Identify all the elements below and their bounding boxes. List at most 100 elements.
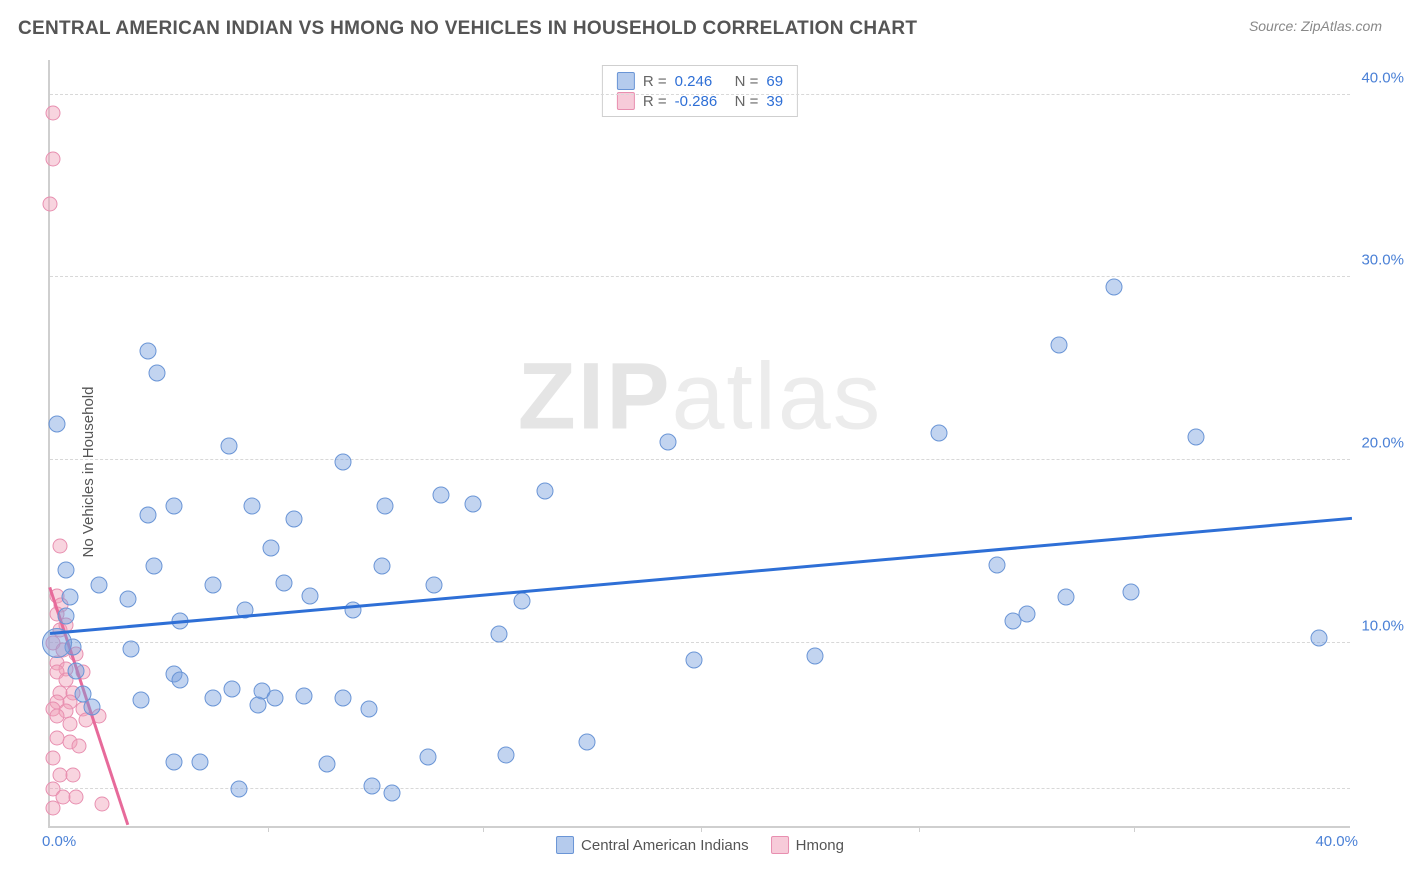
data-point [432,487,449,504]
chart-header: CENTRAL AMERICAN INDIAN VS HMONG NO VEHI… [0,0,1406,50]
data-point [165,754,182,771]
data-point [90,576,107,593]
data-point [989,556,1006,573]
source-attribution: Source: ZipAtlas.com [1249,18,1382,34]
plot-region: ZIPatlas R = 0.246 N = 69 R = -0.286 N =… [48,60,1350,828]
data-point [191,754,208,771]
data-point [46,105,61,120]
data-point [806,647,823,664]
legend-stat-row: R = -0.286 N = 39 [617,92,783,110]
grid-line [50,276,1350,277]
data-point [52,539,67,554]
data-point [230,781,247,798]
data-point [65,767,80,782]
legend-stats-box: R = 0.246 N = 69 R = -0.286 N = 39 [602,65,798,117]
data-point [1187,428,1204,445]
legend-label: Central American Indians [581,837,749,854]
data-point [58,562,75,579]
data-point [46,751,61,766]
legend-swatch-blue [617,72,635,90]
x-tick-label: 40.0% [1315,833,1358,850]
legend-item: Hmong [771,836,844,854]
stat-r-value: 0.246 [675,73,727,90]
data-point [374,558,391,575]
source-prefix: Source: [1249,18,1301,34]
data-point [62,716,77,731]
data-point [1311,629,1328,646]
y-tick-label: 20.0% [1361,435,1404,452]
data-point [1122,583,1139,600]
data-point [465,496,482,513]
data-point [48,415,65,432]
data-point [377,498,394,515]
data-point [58,607,75,624]
y-tick-label: 40.0% [1361,69,1404,86]
x-tick-mark [483,826,484,832]
legend-label: Hmong [796,837,844,854]
data-point [224,680,241,697]
data-point [286,510,303,527]
data-point [46,151,61,166]
stat-n-value: 69 [766,73,783,90]
data-point [149,364,166,381]
x-tick-mark [268,826,269,832]
data-point [263,540,280,557]
data-point [46,800,61,815]
x-tick-mark [1134,826,1135,832]
legend-stat-row: R = 0.246 N = 69 [617,72,783,90]
data-point [123,640,140,657]
data-point [334,690,351,707]
data-point [302,587,319,604]
data-point [61,589,78,606]
data-point [204,576,221,593]
grid-line [50,459,1350,460]
watermark-zip: ZIP [518,344,672,450]
data-point [146,558,163,575]
data-point [419,748,436,765]
data-point [1106,278,1123,295]
grid-line [50,642,1350,643]
chart-area: No Vehicles in Household ZIPatlas R = 0.… [0,52,1406,892]
stat-n-label: N = [735,93,759,110]
data-point [266,690,283,707]
data-point [334,454,351,471]
trend-line [50,516,1352,634]
data-point [120,591,137,608]
data-point [1005,613,1022,630]
data-point [930,424,947,441]
stat-r-value: -0.286 [675,93,727,110]
watermark: ZIPatlas [518,343,882,452]
data-point [660,434,677,451]
data-point [68,662,85,679]
data-point [536,483,553,500]
data-point [295,688,312,705]
legend-swatch-pink [617,92,635,110]
data-point [172,671,189,688]
legend-item: Central American Indians [556,836,749,854]
y-tick-label: 10.0% [1361,618,1404,635]
stat-r-label: R = [643,73,667,90]
data-point [579,733,596,750]
data-point [139,507,156,524]
data-point [139,342,156,359]
data-point [221,437,238,454]
bottom-legend: Central American Indians Hmong [556,836,844,854]
data-point [497,746,514,763]
x-tick-label: 0.0% [42,833,76,850]
data-point [276,574,293,591]
data-point [364,777,381,794]
watermark-atlas: atlas [672,344,883,450]
stat-r-label: R = [643,93,667,110]
data-point [360,700,377,717]
stat-n-value: 39 [766,93,783,110]
chart-title: CENTRAL AMERICAN INDIAN VS HMONG NO VEHI… [18,18,917,40]
legend-swatch-pink [771,836,789,854]
data-point [383,785,400,802]
data-point [250,697,267,714]
y-tick-label: 30.0% [1361,252,1404,269]
source-name: ZipAtlas.com [1301,18,1382,34]
data-point [426,576,443,593]
data-point [243,498,260,515]
stat-n-label: N = [735,73,759,90]
data-point [74,686,91,703]
